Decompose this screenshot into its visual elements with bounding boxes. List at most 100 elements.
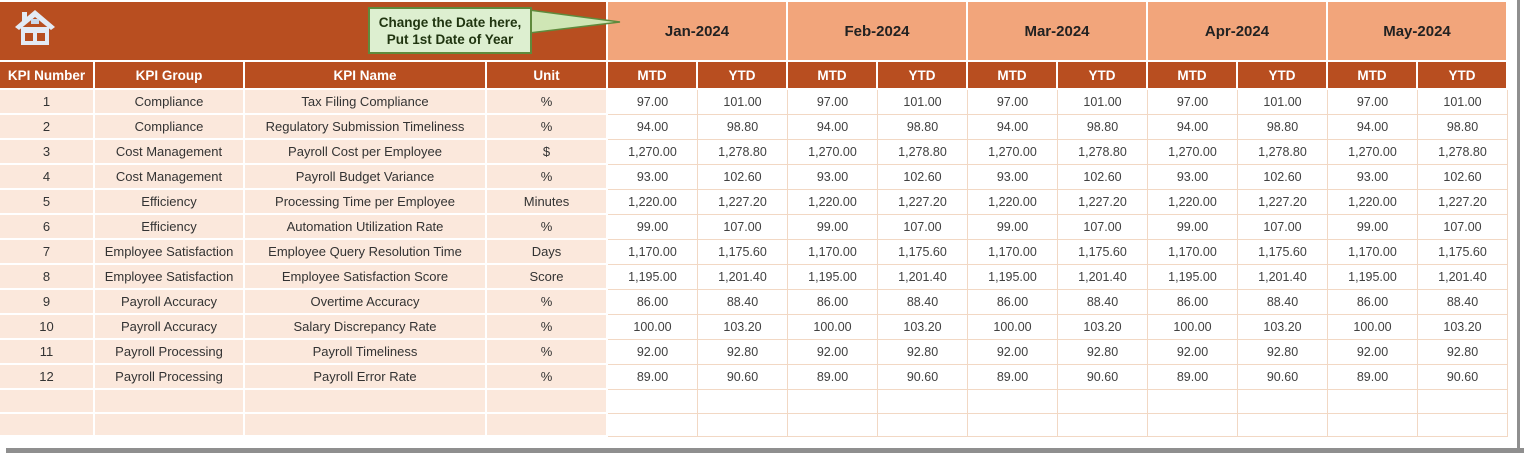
kpi-name-cell[interactable]: Payroll Error Rate bbox=[245, 365, 487, 390]
value-cell-jan-2024-ytd[interactable]: 1,278.80 bbox=[698, 140, 788, 165]
empty-cell[interactable] bbox=[608, 390, 698, 414]
value-cell-mar-2024-ytd[interactable]: 101.00 bbox=[1058, 90, 1148, 115]
kpi-number-cell[interactable]: 2 bbox=[0, 115, 95, 140]
value-cell-may-2024-ytd[interactable]: 88.40 bbox=[1418, 290, 1508, 315]
value-cell-mar-2024-mtd[interactable]: 97.00 bbox=[968, 90, 1058, 115]
month-header-apr-2024[interactable]: Apr-2024 bbox=[1148, 0, 1328, 62]
empty-cell[interactable] bbox=[1238, 414, 1328, 437]
empty-cell[interactable] bbox=[698, 414, 788, 437]
value-cell-feb-2024-mtd[interactable]: 99.00 bbox=[788, 215, 878, 240]
value-cell-jan-2024-ytd[interactable]: 101.00 bbox=[698, 90, 788, 115]
value-cell-jan-2024-mtd[interactable]: 100.00 bbox=[608, 315, 698, 340]
value-cell-feb-2024-mtd[interactable]: 1,270.00 bbox=[788, 140, 878, 165]
month-header-may-2024[interactable]: May-2024 bbox=[1328, 0, 1508, 62]
value-cell-feb-2024-mtd[interactable]: 86.00 bbox=[788, 290, 878, 315]
value-cell-jan-2024-ytd[interactable]: 92.80 bbox=[698, 340, 788, 365]
value-cell-apr-2024-ytd[interactable]: 1,201.40 bbox=[1238, 265, 1328, 290]
empty-cell[interactable] bbox=[1238, 390, 1328, 414]
value-cell-mar-2024-ytd[interactable]: 1,278.80 bbox=[1058, 140, 1148, 165]
value-cell-jan-2024-ytd[interactable]: 90.60 bbox=[698, 365, 788, 390]
value-cell-may-2024-ytd[interactable]: 92.80 bbox=[1418, 340, 1508, 365]
empty-cell[interactable] bbox=[1148, 390, 1238, 414]
value-cell-may-2024-mtd[interactable]: 94.00 bbox=[1328, 115, 1418, 140]
empty-cell[interactable] bbox=[1058, 390, 1148, 414]
empty-cell[interactable] bbox=[0, 414, 95, 437]
value-cell-may-2024-mtd[interactable]: 89.00 bbox=[1328, 365, 1418, 390]
empty-cell[interactable] bbox=[698, 390, 788, 414]
value-cell-mar-2024-mtd[interactable]: 86.00 bbox=[968, 290, 1058, 315]
empty-cell[interactable] bbox=[968, 414, 1058, 437]
value-cell-may-2024-mtd[interactable]: 1,195.00 bbox=[1328, 265, 1418, 290]
value-cell-may-2024-ytd[interactable]: 1,227.20 bbox=[1418, 190, 1508, 215]
value-cell-apr-2024-ytd[interactable]: 103.20 bbox=[1238, 315, 1328, 340]
value-cell-feb-2024-mtd[interactable]: 89.00 bbox=[788, 365, 878, 390]
value-cell-apr-2024-mtd[interactable]: 100.00 bbox=[1148, 315, 1238, 340]
kpi-number-cell[interactable]: 7 bbox=[0, 240, 95, 265]
value-cell-apr-2024-mtd[interactable]: 94.00 bbox=[1148, 115, 1238, 140]
value-cell-feb-2024-ytd[interactable]: 1,227.20 bbox=[878, 190, 968, 215]
kpi-number-cell[interactable]: 9 bbox=[0, 290, 95, 315]
kpi-unit-cell[interactable]: % bbox=[487, 365, 608, 390]
value-cell-may-2024-mtd[interactable]: 1,270.00 bbox=[1328, 140, 1418, 165]
empty-cell[interactable] bbox=[245, 414, 487, 437]
value-cell-jan-2024-ytd[interactable]: 102.60 bbox=[698, 165, 788, 190]
value-cell-mar-2024-ytd[interactable]: 1,201.40 bbox=[1058, 265, 1148, 290]
value-cell-jan-2024-mtd[interactable]: 97.00 bbox=[608, 90, 698, 115]
kpi-unit-cell[interactable]: % bbox=[487, 90, 608, 115]
value-cell-mar-2024-ytd[interactable]: 1,227.20 bbox=[1058, 190, 1148, 215]
empty-cell[interactable] bbox=[487, 414, 608, 437]
value-cell-jan-2024-ytd[interactable]: 103.20 bbox=[698, 315, 788, 340]
value-cell-mar-2024-ytd[interactable]: 88.40 bbox=[1058, 290, 1148, 315]
value-cell-apr-2024-ytd[interactable]: 90.60 bbox=[1238, 365, 1328, 390]
value-cell-apr-2024-mtd[interactable]: 99.00 bbox=[1148, 215, 1238, 240]
value-cell-mar-2024-mtd[interactable]: 99.00 bbox=[968, 215, 1058, 240]
kpi-unit-cell[interactable]: % bbox=[487, 290, 608, 315]
empty-cell[interactable] bbox=[1148, 414, 1238, 437]
kpi-group-cell[interactable]: Payroll Processing bbox=[95, 365, 245, 390]
month-header-feb-2024[interactable]: Feb-2024 bbox=[788, 0, 968, 62]
value-cell-mar-2024-mtd[interactable]: 1,220.00 bbox=[968, 190, 1058, 215]
value-cell-feb-2024-mtd[interactable]: 92.00 bbox=[788, 340, 878, 365]
kpi-unit-cell[interactable]: % bbox=[487, 315, 608, 340]
value-cell-may-2024-mtd[interactable]: 93.00 bbox=[1328, 165, 1418, 190]
value-cell-apr-2024-mtd[interactable]: 89.00 bbox=[1148, 365, 1238, 390]
value-cell-feb-2024-ytd[interactable]: 1,175.60 bbox=[878, 240, 968, 265]
value-cell-mar-2024-ytd[interactable]: 98.80 bbox=[1058, 115, 1148, 140]
kpi-number-cell[interactable]: 12 bbox=[0, 365, 95, 390]
value-cell-may-2024-ytd[interactable]: 1,175.60 bbox=[1418, 240, 1508, 265]
value-cell-may-2024-mtd[interactable]: 99.00 bbox=[1328, 215, 1418, 240]
kpi-name-cell[interactable]: Tax Filing Compliance bbox=[245, 90, 487, 115]
empty-cell[interactable] bbox=[608, 414, 698, 437]
value-cell-may-2024-ytd[interactable]: 102.60 bbox=[1418, 165, 1508, 190]
kpi-group-cell[interactable]: Cost Management bbox=[95, 165, 245, 190]
value-cell-may-2024-mtd[interactable]: 1,170.00 bbox=[1328, 240, 1418, 265]
value-cell-mar-2024-mtd[interactable]: 93.00 bbox=[968, 165, 1058, 190]
value-cell-apr-2024-mtd[interactable]: 1,195.00 bbox=[1148, 265, 1238, 290]
empty-cell[interactable] bbox=[1328, 414, 1418, 437]
value-cell-jan-2024-ytd[interactable]: 88.40 bbox=[698, 290, 788, 315]
value-cell-may-2024-mtd[interactable]: 1,220.00 bbox=[1328, 190, 1418, 215]
kpi-name-cell[interactable]: Automation Utilization Rate bbox=[245, 215, 487, 240]
value-cell-jan-2024-mtd[interactable]: 1,170.00 bbox=[608, 240, 698, 265]
kpi-name-cell[interactable]: Regulatory Submission Timeliness bbox=[245, 115, 487, 140]
value-cell-may-2024-ytd[interactable]: 101.00 bbox=[1418, 90, 1508, 115]
value-cell-jan-2024-mtd[interactable]: 92.00 bbox=[608, 340, 698, 365]
value-cell-apr-2024-ytd[interactable]: 101.00 bbox=[1238, 90, 1328, 115]
value-cell-mar-2024-ytd[interactable]: 90.60 bbox=[1058, 365, 1148, 390]
kpi-name-cell[interactable]: Salary Discrepancy Rate bbox=[245, 315, 487, 340]
kpi-name-cell[interactable]: Payroll Cost per Employee bbox=[245, 140, 487, 165]
value-cell-mar-2024-mtd[interactable]: 100.00 bbox=[968, 315, 1058, 340]
value-cell-mar-2024-mtd[interactable]: 92.00 bbox=[968, 340, 1058, 365]
value-cell-mar-2024-ytd[interactable]: 92.80 bbox=[1058, 340, 1148, 365]
value-cell-mar-2024-mtd[interactable]: 89.00 bbox=[968, 365, 1058, 390]
value-cell-may-2024-ytd[interactable]: 1,201.40 bbox=[1418, 265, 1508, 290]
kpi-group-cell[interactable]: Compliance bbox=[95, 115, 245, 140]
value-cell-mar-2024-mtd[interactable]: 94.00 bbox=[968, 115, 1058, 140]
kpi-name-cell[interactable]: Processing Time per Employee bbox=[245, 190, 487, 215]
value-cell-may-2024-ytd[interactable]: 90.60 bbox=[1418, 365, 1508, 390]
value-cell-jan-2024-ytd[interactable]: 1,175.60 bbox=[698, 240, 788, 265]
value-cell-mar-2024-ytd[interactable]: 102.60 bbox=[1058, 165, 1148, 190]
value-cell-may-2024-mtd[interactable]: 100.00 bbox=[1328, 315, 1418, 340]
value-cell-mar-2024-mtd[interactable]: 1,170.00 bbox=[968, 240, 1058, 265]
value-cell-jan-2024-mtd[interactable]: 1,220.00 bbox=[608, 190, 698, 215]
